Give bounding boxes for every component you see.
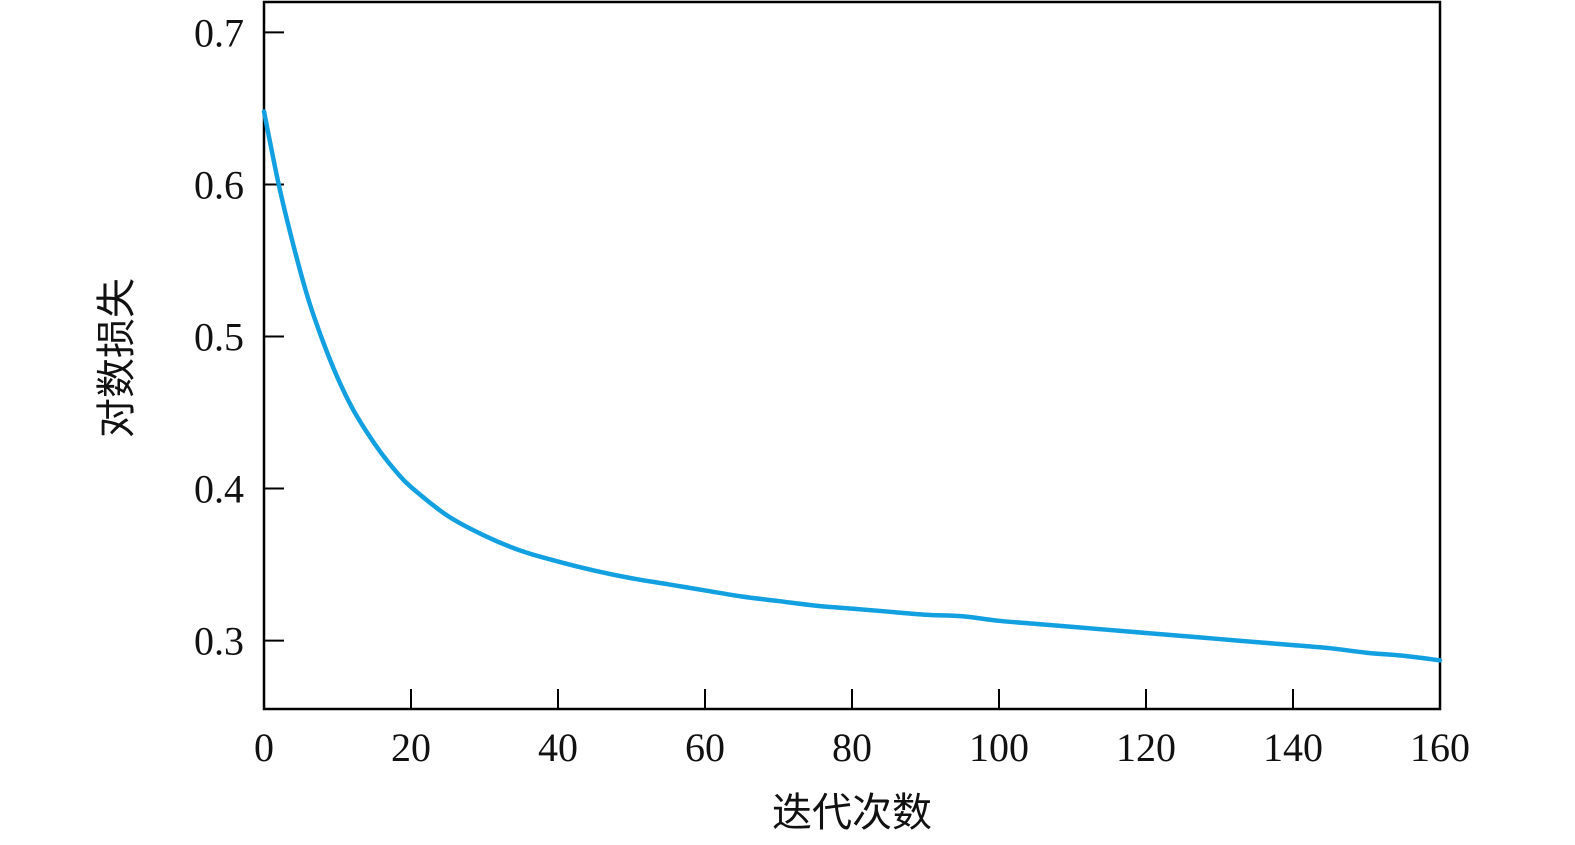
loss-series-line	[261, 109, 1443, 663]
x-tick-label: 100	[969, 725, 1029, 770]
x-tick-label: 60	[685, 725, 725, 770]
x-axis-title: 迭代次数	[772, 790, 932, 836]
x-tick-label: 140	[1263, 725, 1323, 770]
x-tick-label: 80	[832, 725, 872, 770]
x-axis: 0 20 40 60 80 100 120 140 160	[254, 689, 1470, 770]
y-axis-title: 对数损失	[94, 278, 140, 438]
plot-frame	[262, 0, 1442, 711]
y-tick-label: 0.5	[194, 314, 244, 359]
y-tick-label: 0.4	[194, 467, 244, 512]
x-tick-label: 0	[254, 725, 274, 770]
y-axis: 0.3 0.4 0.5 0.6 0.7	[194, 10, 284, 664]
x-tick-label: 160	[1410, 725, 1470, 770]
x-tick-label: 40	[538, 725, 578, 770]
y-tick-label: 0.6	[194, 162, 244, 207]
x-tick-label: 20	[391, 725, 431, 770]
y-tick-label: 0.3	[194, 619, 244, 664]
x-tick-label: 120	[1116, 725, 1176, 770]
y-tick-label: 0.7	[194, 10, 244, 55]
